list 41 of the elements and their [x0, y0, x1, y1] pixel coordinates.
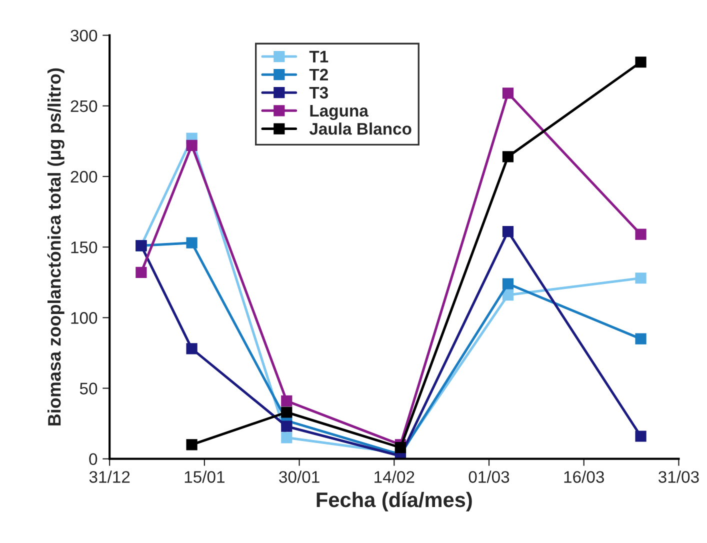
point — [502, 151, 514, 162]
legend-label: T3 — [309, 86, 328, 99]
point — [186, 343, 198, 354]
point — [186, 439, 198, 450]
legend-label: Laguna — [310, 105, 369, 120]
point — [502, 290, 514, 301]
point — [186, 140, 198, 151]
y-axis-title: Biomasa zooplanctónica total (μg ps/litro) — [47, 68, 64, 426]
legend-label: Jaula Blanco — [309, 122, 412, 135]
point — [136, 266, 147, 278]
x-tick-label: 16/03 — [564, 470, 604, 483]
point — [281, 432, 292, 444]
y-tick-label: 150 — [71, 241, 98, 254]
legend-label: T1 — [309, 50, 328, 62]
point — [281, 406, 292, 418]
point — [635, 333, 646, 344]
y-tick-label: 100 — [71, 312, 98, 324]
point — [281, 395, 292, 407]
y-tick-label: 50 — [80, 382, 98, 394]
point — [186, 237, 198, 248]
point — [635, 56, 646, 68]
x-tick-label: 31/12 — [89, 470, 130, 483]
point — [502, 226, 514, 238]
point — [281, 420, 292, 432]
x-tick-label: 30/01 — [279, 470, 320, 483]
legend-label: T2 — [309, 68, 328, 80]
x-tick-label: 01/03 — [468, 470, 510, 483]
x-tick-label: 15/01 — [184, 470, 224, 483]
x-tick-label: 14/02 — [374, 470, 414, 483]
point — [502, 88, 514, 99]
y-tick-label: 300 — [70, 30, 98, 42]
y-tick-label: 250 — [70, 100, 98, 112]
point — [635, 228, 646, 240]
point — [502, 278, 514, 290]
x-axis-title: Fecha (día/mes) — [316, 492, 472, 512]
point — [394, 442, 406, 454]
x-tick-label: 31/03 — [658, 470, 699, 483]
y-tick-label: 200 — [70, 170, 98, 183]
y-tick-label: 0 — [89, 453, 98, 466]
point — [635, 430, 646, 442]
point — [635, 272, 646, 284]
